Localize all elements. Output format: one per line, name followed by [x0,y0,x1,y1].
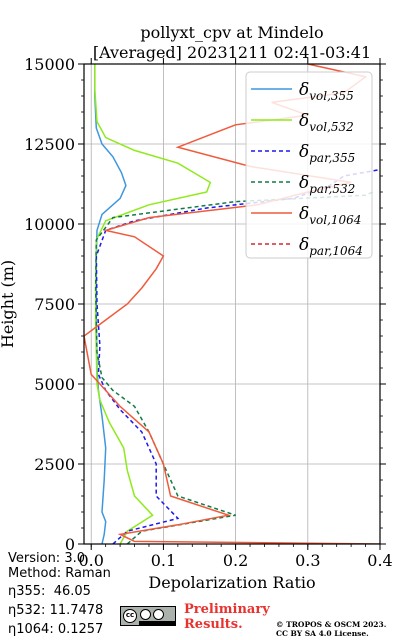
legend-symbol: δ [299,142,309,162]
x-tick-label: 0.0 [78,551,103,570]
copyright-notice: © TROPOS & OSCM 2023. CC BY SA 4.0 Licen… [276,620,386,638]
legend-entry-par-1064: δpar,1064 [299,235,363,258]
legend-symbol: δ [299,80,309,100]
legend-subscript: par,355 [309,151,355,165]
legend-symbol: δ [299,173,309,193]
x-axis-label: Depolarization Ratio [148,573,315,592]
x-tick-label: 0.3 [295,551,320,570]
y-tick-label: 10000 [24,215,75,234]
legend-entry-par-532: δpar,532 [299,173,355,196]
cc-license-badge: cc [120,606,176,626]
axis-ticks [78,58,386,550]
legend-subscript: vol,1064 [309,213,361,227]
y-tick-label: 15000 [24,55,75,74]
chart-title-line1: pollyxt_cpv at Mindelo [140,23,323,42]
y-tick-label: 5000 [34,375,75,394]
preliminary-notice: Preliminary Results. [184,602,270,632]
legend-entry-vol-355: δvol,355 [299,80,354,103]
legend-subscript: par,1064 [309,244,363,258]
y-tick-label: 2500 [34,455,75,474]
x-tick-labels: 0.0 0.1 0.2 0.3 0.4 [78,551,392,570]
copyright-line1: © TROPOS & OSCM 2023. [276,620,387,629]
legend-symbol: δ [299,235,309,255]
eta1064-text: η1064: 0.1257 [8,622,104,637]
x-tick-label: 0.1 [151,551,176,570]
y-tick-labels: 0 2500 5000 7500 10000 12500 15000 [24,55,75,554]
copyright-line2: CC BY SA 4.0 License. [276,629,369,638]
cc-sa-icon [153,609,164,620]
chart-title-line2: [Averaged] 20231211 02:41-03:41 [93,43,371,62]
cc-by-icon [140,609,151,620]
series-line-vol-1064 [84,64,380,544]
eta355-text: η355: 46.05 [8,584,91,599]
y-tick-label: 0 [65,535,75,554]
legend-entry-vol-1064: δvol,1064 [299,204,361,227]
legend-subscript: vol,532 [309,120,354,134]
y-tick-label: 7500 [34,295,75,314]
cc-badge-bar [139,621,175,626]
legend: δvol,355δvol,532δpar,355δpar,532δvol,106… [245,71,373,259]
x-tick-label: 0.2 [223,551,248,570]
version-text: Version: 3.0 [8,551,85,566]
series-line-par-532 [94,191,374,544]
legend-subscript: par,532 [309,182,355,196]
legend-box [245,71,373,259]
legend-entry-par-355: δpar,355 [299,142,355,165]
cc-icon: cc [123,609,137,623]
eta532-text: η532: 11.7478 [8,603,104,618]
method-text: Method: Raman [8,566,111,581]
preliminary-line1: Preliminary [184,602,270,617]
x-tick-label: 0.4 [367,551,392,570]
legend-symbol: δ [299,111,309,131]
preliminary-line2: Results. [184,617,243,632]
legend-entry-vol-532: δvol,532 [299,111,354,134]
legend-symbol: δ [299,204,309,224]
y-tick-label: 12500 [24,135,75,154]
y-axis-label: Height (m) [0,260,17,348]
legend-subscript: vol,355 [309,89,354,103]
